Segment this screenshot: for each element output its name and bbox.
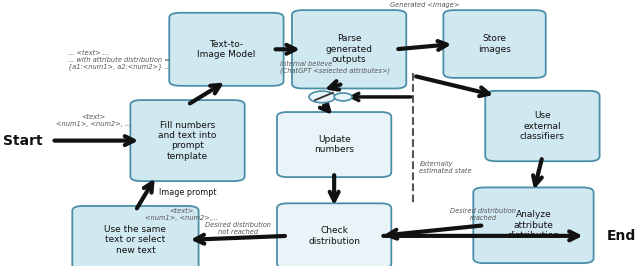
Text: Fill numbers
and text into
prompt
template: Fill numbers and text into prompt templa… — [158, 120, 217, 161]
Text: Update
numbers: Update numbers — [314, 135, 354, 154]
Text: Parse
generated
outputs: Parse generated outputs — [326, 34, 372, 64]
Text: <text>
<num1>, <num2>,...: <text> <num1>, <num2>,... — [145, 208, 218, 221]
Text: Store
images: Store images — [478, 34, 511, 54]
FancyBboxPatch shape — [444, 10, 546, 78]
FancyBboxPatch shape — [131, 100, 244, 181]
FancyBboxPatch shape — [485, 91, 600, 161]
Text: Internal believe
(ChatGPT <selected attributes>): Internal believe (ChatGPT <selected attr… — [280, 61, 390, 74]
Text: Generated <Image>: Generated <Image> — [390, 2, 460, 8]
Text: Start: Start — [3, 134, 43, 148]
Text: Analyze
attribute
distribution: Analyze attribute distribution — [508, 210, 559, 240]
Text: Use the same
text or select
new text: Use the same text or select new text — [104, 225, 166, 255]
FancyBboxPatch shape — [277, 203, 391, 267]
Text: Text-to-
Image Model: Text-to- Image Model — [197, 40, 255, 59]
Text: End: End — [607, 229, 636, 243]
Circle shape — [309, 91, 335, 103]
FancyBboxPatch shape — [474, 187, 594, 263]
FancyBboxPatch shape — [292, 10, 406, 88]
Text: ... <text> ...
... with attribute distribution =
{a1:<num1>, a2:<num2>} ...: ... <text> ... ... with attribute distri… — [68, 49, 171, 70]
Text: Externally
estimated state: Externally estimated state — [419, 161, 472, 174]
Text: Desired distribution
not reached: Desired distribution not reached — [205, 222, 271, 234]
Text: Use
external
classifiers: Use external classifiers — [520, 111, 565, 141]
FancyBboxPatch shape — [169, 13, 284, 86]
Text: Desired distribution
reached: Desired distribution reached — [450, 208, 516, 221]
Circle shape — [334, 93, 352, 101]
Text: Image prompt: Image prompt — [159, 188, 216, 197]
Text: Check
distribution: Check distribution — [308, 226, 360, 246]
FancyBboxPatch shape — [277, 112, 391, 177]
Text: <text>
<num1>, <num2>, ...: <text> <num1>, <num2>, ... — [56, 114, 131, 127]
FancyBboxPatch shape — [72, 206, 198, 267]
